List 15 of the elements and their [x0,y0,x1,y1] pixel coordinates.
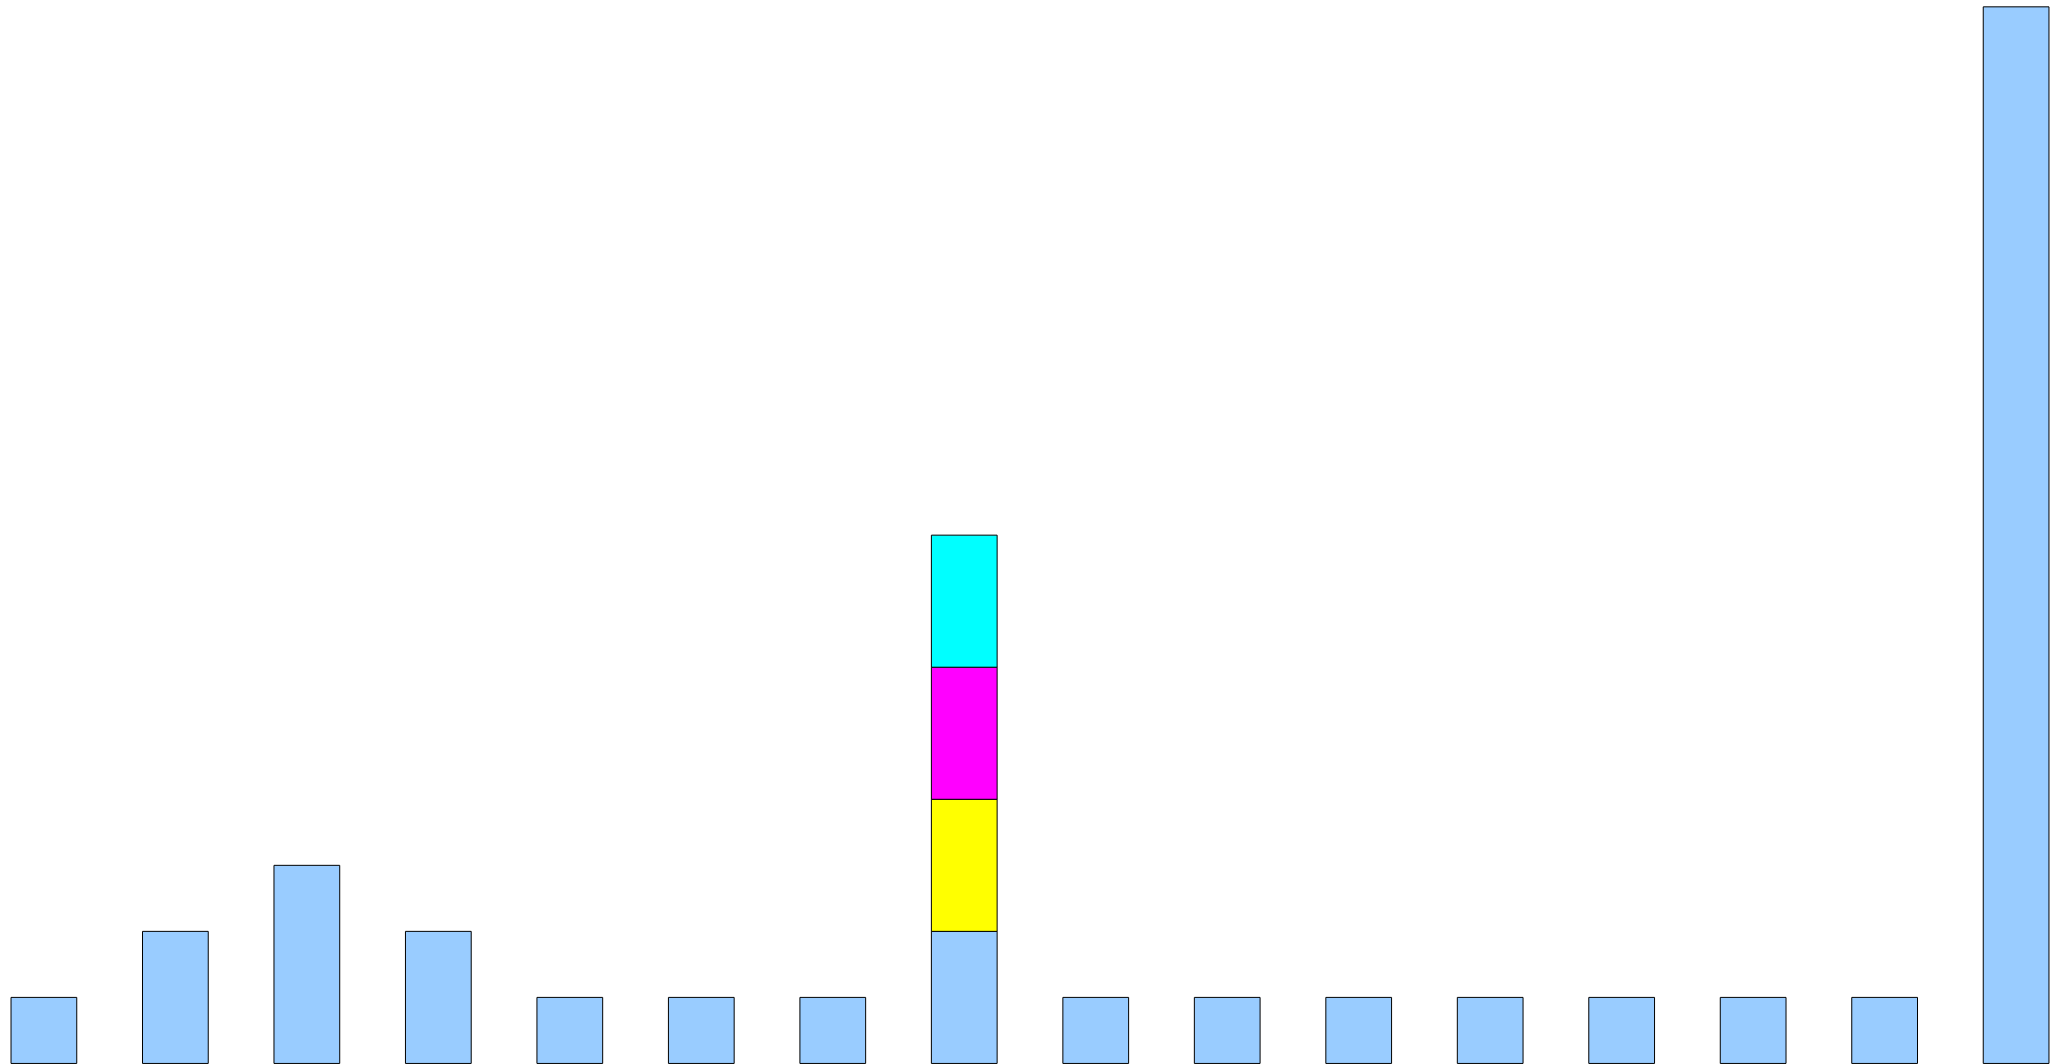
bar [1193,996,1261,1064]
bar [404,930,472,1064]
bar [1456,996,1524,1064]
bar [536,996,604,1064]
bar [1982,6,2050,1064]
bar [1588,996,1656,1064]
bar [1325,996,1393,1064]
bar [667,996,735,1064]
bar [1062,996,1130,1064]
bar [1851,996,1918,1064]
bar [799,996,867,1064]
bar [1719,996,1787,1064]
bar [10,996,78,1064]
bar [273,864,341,1064]
bar [142,930,209,1064]
